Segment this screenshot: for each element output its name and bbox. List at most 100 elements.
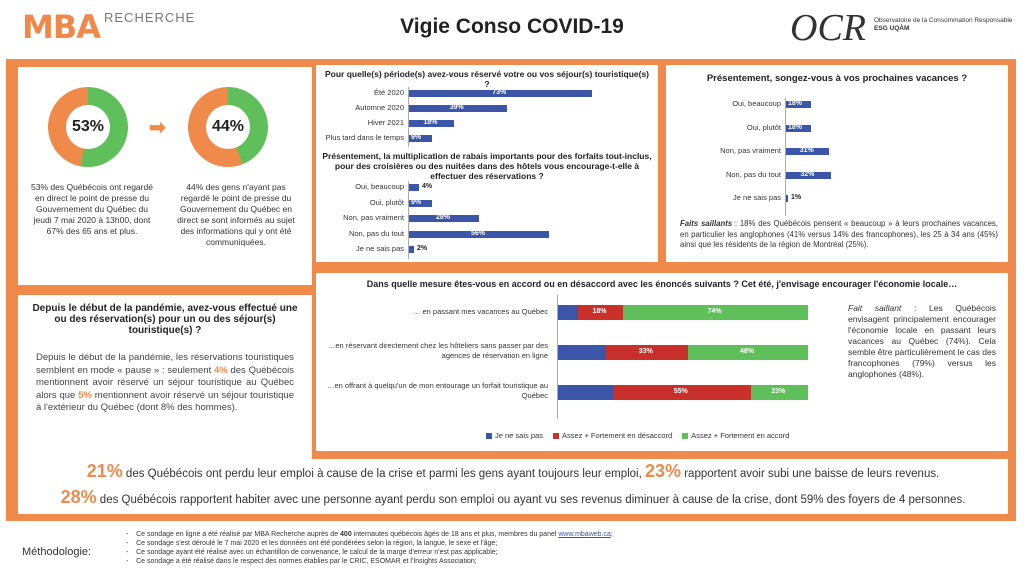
rabais-bar xyxy=(409,184,419,191)
accord-segment xyxy=(558,385,613,400)
vacances-label: Non, pas vraiment xyxy=(720,146,781,155)
methodo-line-3: - Ce sondage ayant été réalisé avec un é… xyxy=(126,549,498,556)
bottom-b1: 21% xyxy=(86,461,123,481)
rabais-chart: Oui, beaucoup 4% Oui, plutôt 9% Non, pas vra… xyxy=(316,181,658,260)
ocr-logo: OCR xyxy=(790,7,866,49)
vacances-faits: Faits saillants : 18% des Québécois pens… xyxy=(680,219,998,251)
m-l2: Ce sondage s'est déroulé le 7 mai 2020 e… xyxy=(136,540,498,547)
accord-segment-value: 23% xyxy=(771,388,786,395)
mba-logo: MBA xyxy=(22,8,101,46)
legend-swatch xyxy=(552,433,559,440)
vacances-bar xyxy=(786,148,830,155)
rabais-label: Non, pas du tout xyxy=(348,228,404,238)
rabais-bar xyxy=(409,199,432,207)
period-bar xyxy=(409,120,454,127)
reservation-text: Depuis le début de la pandémie, les rése… xyxy=(18,352,312,415)
vacances-label: Oui, plutôt xyxy=(746,122,781,132)
bottom-t2: rapportent avoir subi une baisse de leur… xyxy=(681,468,940,480)
accord-segment: 23% xyxy=(750,385,808,400)
mbaweb-link[interactable]: www.mbaweb.ca xyxy=(558,531,611,538)
vacances-faits-label: Faits saillants xyxy=(680,219,733,228)
legend-item: Assez + Fortement en désaccord xyxy=(552,431,672,440)
accord-segment-value: 55% xyxy=(673,388,688,395)
donut-1-text: 53% des Québécois ont regardé en direct … xyxy=(31,182,153,236)
vacances-axis xyxy=(785,98,786,216)
legend-item: Assez + Fortement en accord xyxy=(682,431,789,440)
vacances-chart: Oui, beaucoup 18% Oui, plutôt 18% Non, pas v… xyxy=(666,91,1008,216)
accord-segment: 74% xyxy=(623,305,808,320)
vacances-bar xyxy=(786,124,812,132)
period-label: Été 2020 xyxy=(373,88,404,97)
rabais-label: Oui, beaucoup xyxy=(355,182,404,191)
mba-logo-sub: RECHERCHE xyxy=(104,10,196,25)
res-t2: des Québécois mentionnent avoir réservé … xyxy=(36,364,294,401)
period-rabais-panel: Pour quelle(s) période(s) avez-vous rése… xyxy=(316,65,658,262)
rabais-value: 28% xyxy=(436,214,451,221)
vacances-faits-text: : 18% des Québécois pensent « beaucoup »… xyxy=(680,219,998,249)
vacances-panel: Présentement, songez-vous à vos prochain… xyxy=(666,65,1008,262)
ocr-text-2: ESG UQÀM xyxy=(874,25,910,32)
accord-segment-value: 33% xyxy=(638,348,653,355)
arrow-right-icon: ➡ xyxy=(149,117,166,139)
rabais-label: Non, pas vraiment xyxy=(343,213,404,222)
main-area: 53% ➡ 44% 53% des Québécois ont regardé … xyxy=(6,59,1016,521)
accord-segment xyxy=(558,345,606,360)
period-chart: Été 2020 73% Automne 2020 39% Hiver 2021 18% P… xyxy=(316,85,658,147)
rabais-value: 56% xyxy=(471,229,486,237)
accord-side-text: Fait saillant : Les Québécois envisagent… xyxy=(848,303,996,380)
period-bar xyxy=(409,135,432,142)
accord-segment xyxy=(558,305,578,320)
accord-panel: Dans quelle mesure êtes-vous en accord o… xyxy=(316,273,1008,451)
bottom-panel: 21% des Québécois ont perdu leur emploi … xyxy=(18,459,1008,514)
rabais-label: Oui, plutôt xyxy=(369,197,404,207)
vacances-value: 32% xyxy=(800,170,815,178)
vacances-value: 18% xyxy=(788,100,803,107)
period-label: Plus tard dans le temps xyxy=(325,133,404,142)
donut-panel: 53% ➡ 44% 53% des Québécois ont regardé … xyxy=(18,67,312,285)
rabais-value: 9% xyxy=(411,198,422,206)
donut-chart-1: 53% xyxy=(48,87,128,167)
methodology-footer: Méthodologie: - Ce sondage en ligne a ét… xyxy=(0,524,1024,578)
bottom-b3: 28% xyxy=(60,487,97,507)
period-title: Pour quelle(s) période(s) avez-vous rése… xyxy=(324,69,650,89)
vacances-value: 1% xyxy=(791,194,802,201)
res-t1: Depuis le début de la pandémie, les rése… xyxy=(36,352,294,376)
vacances-title: Présentement, songez-vous à vos prochain… xyxy=(706,73,968,84)
accord-row-label: …en réservant directement chez les hôtel… xyxy=(327,341,548,360)
bottom-t3: des Québécois rapportent habiter avec un… xyxy=(96,494,966,506)
m-l1a: Ce sondage en ligne a été réalisé par MB… xyxy=(136,531,341,538)
rabais-axis xyxy=(408,181,409,259)
accord-side-label: Fait saillant xyxy=(848,303,902,313)
vacances-label: Oui, beaucoup xyxy=(732,99,781,108)
donut-1-label: 53% xyxy=(66,105,110,149)
accord-segment-value: 74% xyxy=(707,308,722,315)
accord-chart: … en passant mes vacances au Québec 18% 74… xyxy=(316,295,836,445)
donut-chart-2: 44% xyxy=(188,87,268,167)
res-t3: mentionnent avoir réservé un séjour tour… xyxy=(36,389,294,414)
res-p2: 5% xyxy=(78,389,92,401)
methodo-line-2: - Ce sondage s'est déroulé le 7 mai 2020… xyxy=(126,540,498,547)
m-l1c: internautes québécois âgés de 18 ans et … xyxy=(351,531,559,538)
period-value: 73% xyxy=(492,89,507,96)
accord-segment: 33% xyxy=(605,345,688,360)
accord-title: Dans quelle mesure êtes-vous en accord o… xyxy=(366,279,958,289)
legend-swatch xyxy=(682,433,689,440)
donut-2-text: 44% des gens n'ayant pas regardé le poin… xyxy=(177,182,295,247)
ocr-logo-text: Observatoire de la Consommation Responsa… xyxy=(874,17,1014,33)
rabais-value: 4% xyxy=(422,183,433,190)
vacances-bar xyxy=(786,195,788,202)
rabais-bar xyxy=(409,215,479,222)
period-value: 18% xyxy=(423,119,438,126)
methodo-line-4: - Ce sondage a été réalisé dans le respe… xyxy=(126,558,477,565)
period-label: Automne 2020 xyxy=(355,103,404,112)
accord-segment-value: 48% xyxy=(740,348,755,355)
bottom-line-1: 21% des Québécois ont perdu leur emploi … xyxy=(18,461,1008,482)
m-l3: Ce sondage ayant été réalisé avec un éch… xyxy=(136,549,498,556)
period-value: 9% xyxy=(411,134,422,141)
vacances-bar xyxy=(786,171,831,179)
period-bar xyxy=(409,105,507,112)
m-l1b: 400 xyxy=(340,531,352,538)
period-bar xyxy=(409,90,592,97)
rabais-label: Je ne sais pas xyxy=(356,244,404,253)
methodo-line-1: - Ce sondage en ligne a été réalisé par … xyxy=(126,531,613,538)
